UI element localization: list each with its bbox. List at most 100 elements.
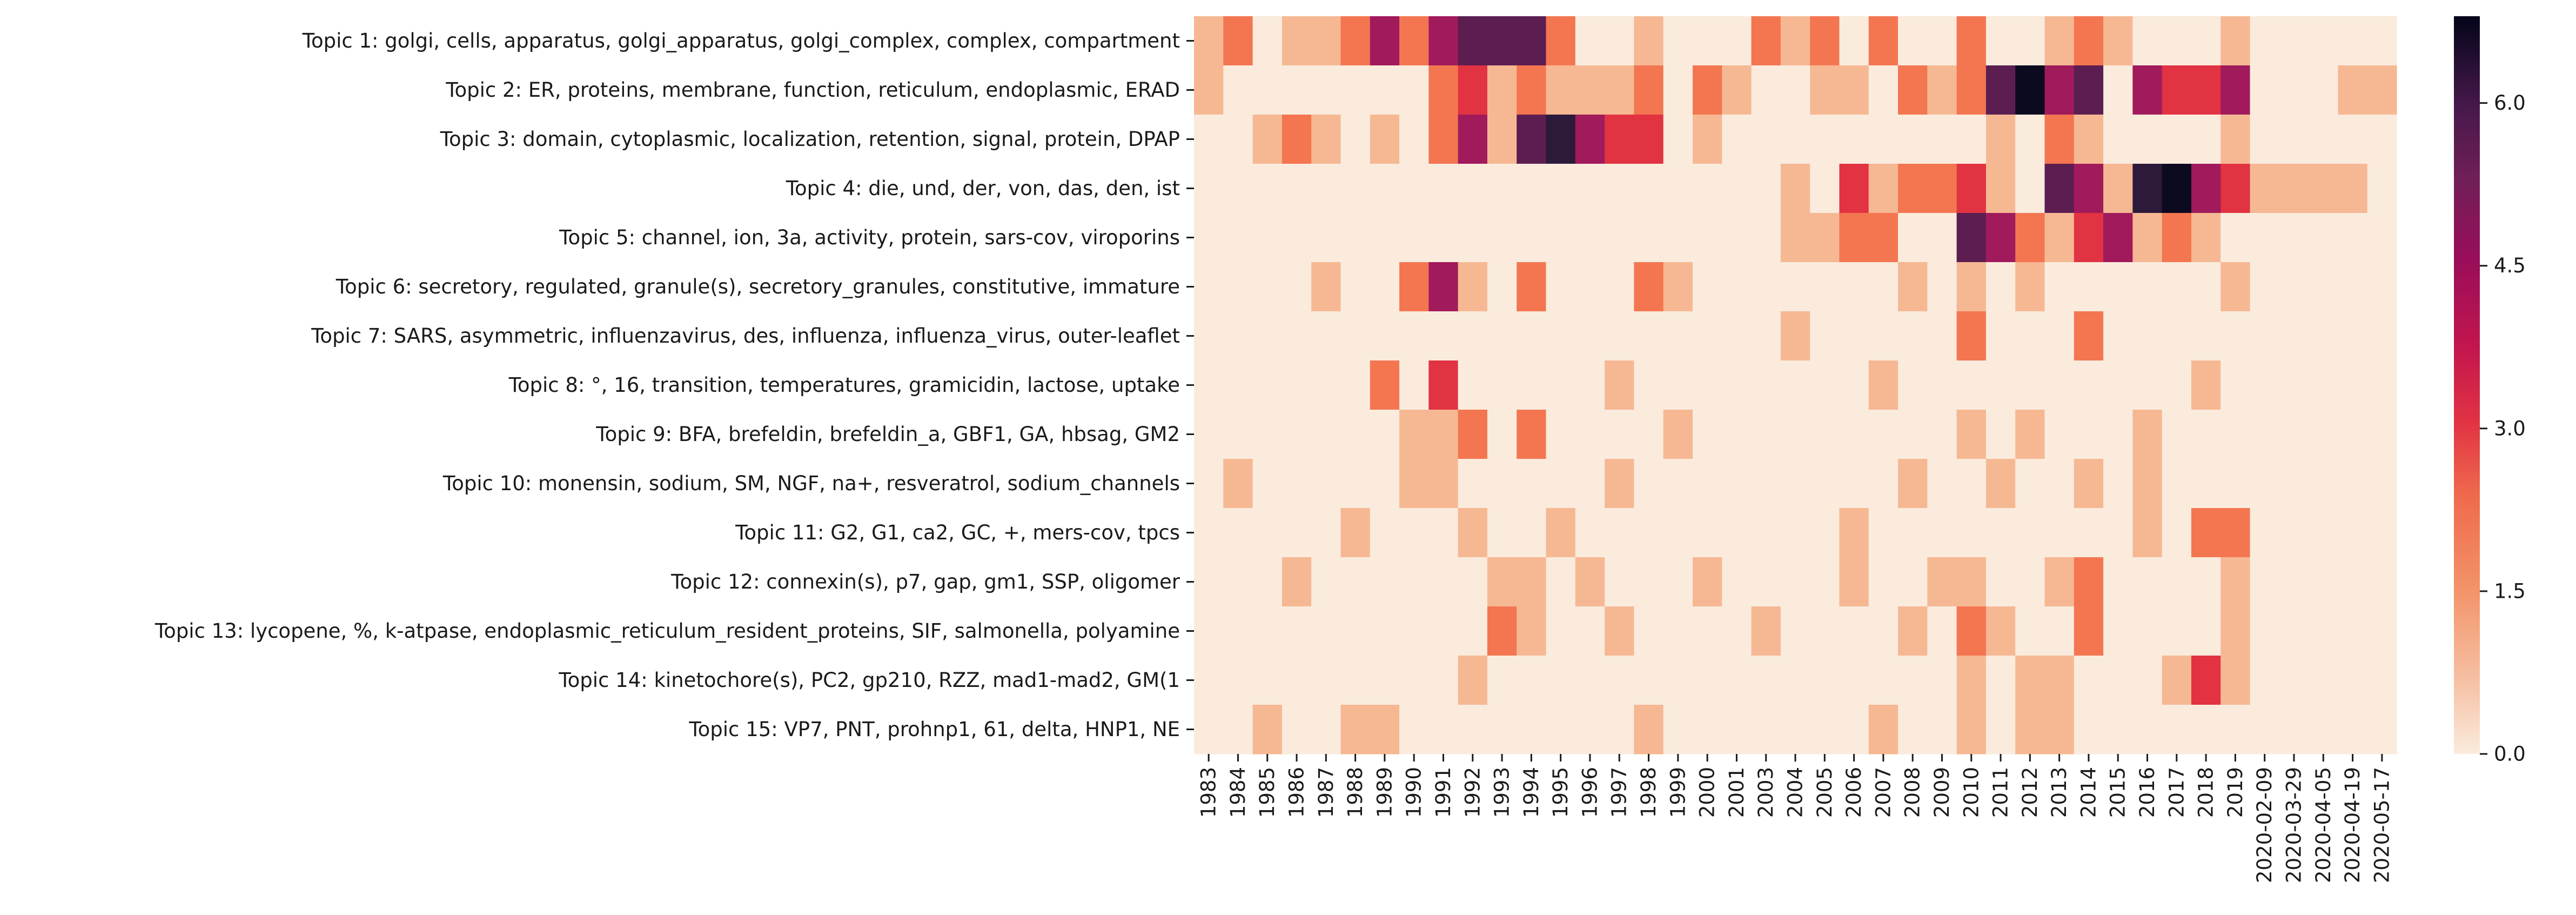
- heatmap-cell: [2162, 360, 2192, 410]
- heatmap-cell: [1898, 508, 1928, 558]
- heatmap-cell: [1517, 262, 1547, 312]
- heatmap-cell: [1780, 115, 1810, 164]
- heatmap-cell: [1663, 656, 1693, 705]
- heatmap-cell: [2191, 164, 2221, 213]
- heatmap-cell: [2015, 606, 2045, 656]
- heatmap-cell: [1458, 311, 1488, 361]
- heatmap-cell: [1898, 705, 1928, 754]
- heatmap-cell: [1194, 360, 1224, 410]
- heatmap-cell: [1223, 508, 1253, 558]
- heatmap-cell: [1634, 557, 1664, 607]
- x-tick-label: 1992: [1461, 767, 1484, 818]
- heatmap-cell: [2132, 459, 2163, 509]
- heatmap-cell: [1428, 705, 1459, 754]
- heatmap-cell: [1751, 65, 1781, 115]
- heatmap-cell: [1634, 164, 1664, 213]
- heatmap-cell: [1780, 705, 1810, 754]
- heatmap-cell: [1956, 360, 1987, 410]
- heatmap-cell: [1252, 360, 1283, 410]
- heatmap-cell: [1605, 459, 1634, 509]
- heatmap-cell: [1663, 115, 1693, 164]
- heatmap-cell: [1956, 508, 1987, 558]
- heatmap-cell: [2103, 557, 2133, 607]
- heatmap-cell: [2279, 65, 2309, 115]
- heatmap-cell: [1898, 360, 1928, 410]
- x-tick-label: 2016: [2136, 767, 2159, 818]
- heatmap-cell: [1252, 557, 1283, 607]
- heatmap-cell: [1839, 459, 1869, 509]
- heatmap-cell: [1722, 311, 1752, 361]
- heatmap-cell: [1194, 213, 1224, 263]
- heatmap-cell: [1985, 262, 2016, 312]
- heatmap-cell: [1810, 16, 1840, 66]
- heatmap-cell: [1282, 656, 1312, 705]
- x-tick-label: 1984: [1226, 767, 1250, 818]
- heatmap-cell: [1370, 213, 1400, 263]
- heatmap-cell: [1546, 311, 1576, 361]
- colorbar-tick-label: 4.5: [2494, 254, 2526, 277]
- y-tick-label: Topic 4: die, und, der, von, das, den, i…: [786, 177, 1180, 200]
- x-tick-label: 2004: [1784, 767, 1807, 818]
- heatmap-cell: [2015, 115, 2045, 164]
- heatmap-cell: [1223, 606, 1253, 656]
- heatmap-cell: [2309, 65, 2339, 115]
- heatmap-cell: [1458, 65, 1488, 115]
- heatmap-cell: [2162, 459, 2192, 509]
- heatmap-cell: [1839, 164, 1869, 213]
- heatmap-cell: [2132, 65, 2163, 115]
- heatmap-cell: [1194, 606, 1224, 656]
- y-tick-label: Topic 1: golgi, cells, apparatus, golgi_…: [302, 29, 1180, 52]
- heatmap-cell: [2103, 360, 2133, 410]
- x-tick-label: 2001: [1725, 767, 1748, 818]
- heatmap-cell: [1252, 508, 1283, 558]
- y-tick-label: Topic 12: connexin(s), p7, gap, gm1, SSP…: [670, 570, 1180, 593]
- heatmap-cell: [1252, 115, 1283, 164]
- heatmap-cell: [2367, 115, 2397, 164]
- heatmap-cell: [1810, 459, 1840, 509]
- heatmap-cell: [2103, 213, 2133, 263]
- heatmap-cell: [2338, 606, 2368, 656]
- heatmap-cell: [2162, 115, 2192, 164]
- heatmap-cell: [1458, 459, 1488, 509]
- heatmap-cell: [1985, 508, 2016, 558]
- heatmap-cell: [2191, 65, 2221, 115]
- heatmap-cell: [1927, 360, 1957, 410]
- heatmap-cell: [1487, 360, 1517, 410]
- heatmap-cell: [1399, 606, 1429, 656]
- heatmap-cell: [1663, 213, 1693, 263]
- heatmap-cell: [1634, 410, 1664, 459]
- heatmap-cell: [1634, 115, 1664, 164]
- heatmap-cell: [1722, 459, 1752, 509]
- heatmap-cell: [1458, 656, 1488, 705]
- heatmap-cell: [1605, 65, 1634, 115]
- heatmap-cell: [1282, 360, 1312, 410]
- heatmap-cell: [2367, 557, 2397, 607]
- heatmap-cell: [2191, 115, 2221, 164]
- heatmap-cell: [1780, 65, 1810, 115]
- heatmap-cell: [2338, 508, 2368, 558]
- heatmap-cell: [2367, 213, 2397, 263]
- heatmap-cell: [1780, 360, 1810, 410]
- x-tick-label: 1983: [1197, 767, 1220, 818]
- x-tick-label: 2003: [1754, 767, 1777, 818]
- y-tick-label: Topic 5: channel, ion, 3a, activity, pro…: [559, 226, 1180, 249]
- heatmap-cell: [1252, 705, 1283, 754]
- heatmap-cell: [2191, 410, 2221, 459]
- heatmap-cell: [1546, 262, 1576, 312]
- heatmap-cell: [1927, 656, 1957, 705]
- heatmap-cell: [1428, 262, 1459, 312]
- y-axis-labels: Topic 1: golgi, cells, apparatus, golgi_…: [155, 29, 1194, 741]
- heatmap-cell: [1223, 262, 1253, 312]
- heatmap-cell: [2015, 557, 2045, 607]
- heatmap-cell: [1692, 459, 1722, 509]
- heatmap-cell: [1810, 65, 1840, 115]
- heatmap-cell: [1458, 115, 1488, 164]
- heatmap-cell: [1487, 164, 1517, 213]
- heatmap-cell: [1722, 508, 1752, 558]
- heatmap-cell: [1780, 410, 1810, 459]
- heatmap-cell: [1868, 656, 1899, 705]
- colorbar-tick-label: 6.0: [2494, 91, 2526, 115]
- heatmap-cell: [1751, 262, 1781, 312]
- heatmap-cell: [2015, 213, 2045, 263]
- heatmap-cell: [1985, 410, 2016, 459]
